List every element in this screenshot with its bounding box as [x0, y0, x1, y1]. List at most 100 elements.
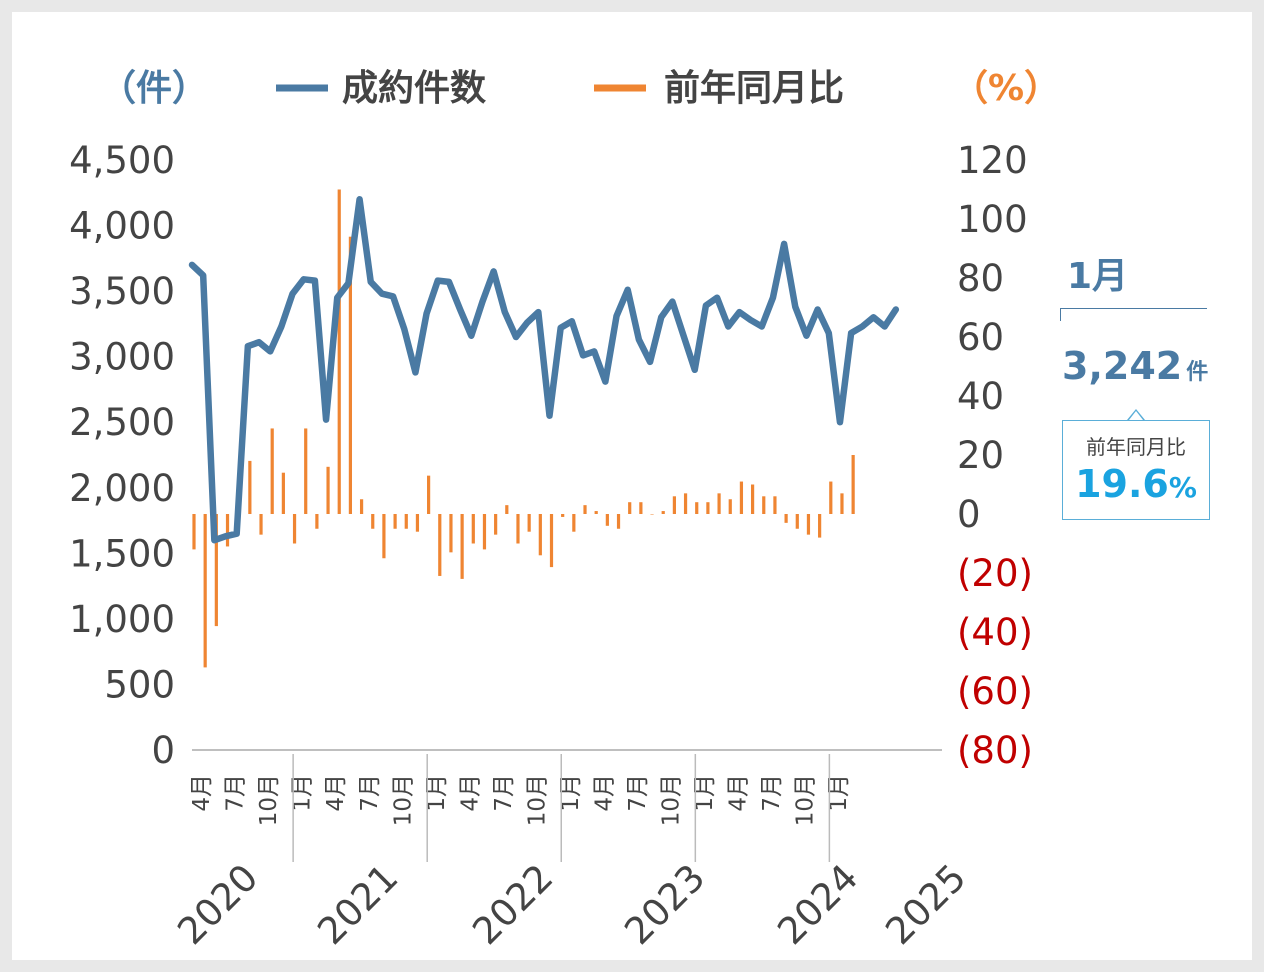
callout-month: 1月	[1067, 256, 1129, 297]
chart-svg: （件） 成約件数 前年同月比 （%） 4,500 4,000 3,500 3,000 2…	[69, 68, 1060, 953]
x-tick-label: 7月	[759, 774, 785, 812]
x-tick-label: 4月	[457, 774, 483, 812]
yoy-bar	[784, 514, 788, 523]
x-tick-label: 4月	[591, 774, 617, 812]
callout-yoy-unit: %	[1168, 471, 1197, 504]
x-tick-label: 1月	[424, 774, 450, 812]
legend-series1-label: 成約件数	[342, 68, 486, 109]
yoy-bar	[639, 502, 643, 514]
right-tick-label: 60	[957, 316, 1004, 359]
yoy-bar	[494, 514, 498, 535]
right-tick-label: 40	[957, 375, 1004, 418]
yoy-bar	[482, 514, 487, 550]
yoy-bar	[762, 496, 766, 514]
right-tick-label: 100	[957, 198, 1028, 241]
yoy-bar	[661, 511, 665, 514]
x-tick-label: 10月	[792, 774, 818, 826]
yoy-bar	[527, 514, 531, 532]
yoy-bar	[683, 493, 688, 514]
left-tick-label: 4,000	[69, 205, 175, 248]
yoy-bar	[348, 236, 353, 514]
yoy-bar	[315, 514, 319, 529]
left-axis-unit: （件）	[100, 68, 208, 109]
yoy-bar	[337, 189, 341, 514]
left-tick-label: 3,000	[69, 336, 175, 379]
yoy-bar	[739, 481, 744, 514]
yoy-bar	[750, 484, 755, 514]
right-tick-label: (80)	[957, 729, 1033, 772]
callout-leader-line	[1060, 308, 1207, 321]
yoy-bar	[773, 496, 777, 514]
left-tick-label: 2,500	[69, 401, 175, 444]
yoy-bar	[829, 481, 833, 514]
year-label: 2024	[769, 856, 866, 953]
callout-pointer	[1127, 409, 1145, 420]
yoy-bar	[706, 502, 710, 514]
yoy-bar	[561, 514, 565, 517]
yoy-bar	[538, 514, 542, 556]
x-tick-label: 10月	[256, 774, 282, 826]
yoy-bar	[203, 514, 207, 668]
right-tick-label: (60)	[957, 670, 1033, 713]
yoy-bar	[516, 514, 520, 544]
yoy-bar	[248, 460, 252, 514]
yoy-bar	[415, 514, 420, 532]
yoy-bar	[840, 493, 844, 514]
yoy-bar	[505, 505, 509, 514]
yoy-bar	[449, 514, 453, 553]
left-tick-label: 0	[151, 729, 175, 772]
callout-yoy-value: 19.6	[1075, 462, 1169, 506]
yoy-bar	[225, 514, 230, 547]
year-label: 2021	[309, 856, 406, 953]
left-tick-label: 1,000	[69, 598, 175, 641]
x-tick-label: 7月	[357, 774, 383, 812]
yoy-bar	[695, 502, 699, 514]
yoy-bar	[438, 514, 442, 576]
x-tick-label: 4月	[323, 774, 349, 812]
right-axis-unit: （%）	[952, 68, 1060, 109]
callout-yoy-label: 前年同月比	[1086, 435, 1186, 459]
yoy-bar	[672, 496, 676, 514]
x-tick-label: 10月	[658, 774, 684, 826]
yoy-bar	[616, 514, 621, 529]
yoy-bar	[594, 511, 598, 514]
x-tick-label: 1月	[290, 774, 316, 812]
x-tick-label: 10月	[390, 774, 416, 826]
callout-yoy-value-wrap: 19.6%	[1063, 462, 1209, 506]
yoy-bar	[359, 499, 364, 514]
x-tick-label: 10月	[524, 774, 550, 826]
left-tick-label: 2,000	[69, 467, 175, 510]
x-tick-label: 4月	[725, 774, 751, 812]
yoy-bar	[795, 514, 799, 529]
right-tick-label: (20)	[957, 552, 1033, 595]
right-tick-label: 80	[957, 257, 1004, 300]
yoy-bar	[728, 499, 732, 514]
yoy-bar	[806, 514, 811, 535]
callout-value: 3,242 件	[1062, 344, 1208, 388]
yoy-bar	[650, 514, 654, 515]
yoy-bar	[471, 514, 475, 544]
callout-count-unit: 件	[1186, 360, 1209, 385]
chart-card: （件） 成約件数 前年同月比 （%） 4,500 4,000 3,500 3,000 2…	[12, 12, 1252, 960]
yoy-bar	[851, 455, 855, 514]
yoy-bar	[192, 514, 196, 550]
yoy-bar	[404, 514, 408, 529]
x-tick-label: 1月	[692, 774, 718, 812]
yoy-bar	[549, 514, 554, 568]
left-tick-label: 1,500	[69, 532, 175, 575]
right-tick-label: 120	[957, 139, 1028, 182]
x-tick-label: 1月	[558, 774, 584, 812]
count-line	[188, 196, 900, 544]
yoy-bar	[326, 466, 330, 514]
year-label: 2025	[877, 856, 974, 953]
yoy-bar	[214, 514, 218, 627]
yoy-bar	[270, 428, 274, 514]
x-tick-label: 7月	[223, 774, 249, 812]
yoy-bar	[628, 502, 632, 514]
x-tick-label: 1月	[826, 774, 852, 812]
left-tick-label: 500	[104, 663, 175, 706]
yoy-bar	[371, 514, 375, 529]
yoy-bar	[572, 514, 576, 532]
year-label: 2023	[616, 856, 713, 953]
yoy-bar	[818, 514, 822, 538]
